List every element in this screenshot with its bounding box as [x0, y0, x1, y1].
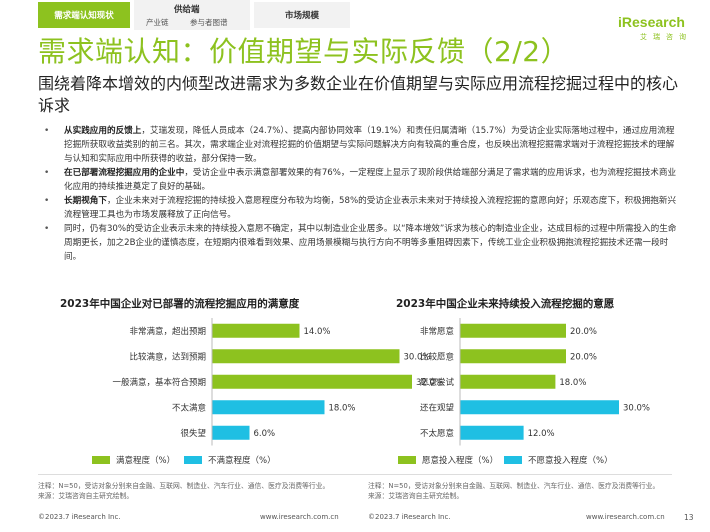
data-label: 32.0% — [416, 378, 443, 388]
bullet-item: • 在已部署流程挖掘应用的企业中，受访企业中表示满意部署效果的有76%，一定程度上… — [38, 166, 678, 194]
top-nav: 需求端认知现状 供给端 产业链 参与者图谱 市场规模 — [0, 0, 710, 30]
bar — [460, 425, 524, 440]
url-left[interactable]: www.iresearch.com.cn — [260, 513, 339, 521]
legend-label: 不满意程度（%） — [208, 455, 276, 466]
category-label: 比较满意，达到预期 — [129, 351, 206, 362]
legend-swatch — [184, 456, 202, 464]
chart-title: 2023年中国企业对已部署的流程挖掘应用的满意度 — [60, 298, 300, 310]
tab-participants[interactable]: 参与者图谱 — [190, 18, 228, 27]
bullet-dot-icon: • — [44, 196, 50, 206]
footnote-left-note: 注释：N=50，受访对象分别来自金融、互联网、制造业、汽车行业、通信、医疗及消费… — [38, 482, 330, 490]
category-label: 很失望 — [180, 428, 206, 439]
category-label: 比较愿意 — [420, 351, 454, 362]
category-label: 不太愿意 — [420, 428, 454, 439]
bullet-item: • 同时，仍有30%的受访企业表示未来的持续投入意愿不确定，其中以制造业企业居多。… — [38, 222, 678, 264]
category-label: 非常满意，超出预期 — [129, 326, 206, 337]
legend-label: 不愿意投入程度（%） — [528, 455, 613, 466]
bar — [212, 400, 325, 415]
bullet-text: ，艾瑞发现，降低人员成本（24.7%）、提高内部协同效率（19.1%）和责任归属… — [64, 126, 675, 164]
category-label: 还在观望 — [420, 402, 455, 413]
tab-group-supply[interactable]: 供给端 产业链 参与者图谱 — [134, 0, 250, 30]
copyright-left: ©2023.7 iResearch Inc. — [38, 513, 121, 521]
satisfaction-chart-svg: 非常满意，超出预期 14.0% 比较满意，达到预期 30.0% 一般满意，基本符合预期 3… — [92, 318, 443, 466]
bar — [212, 349, 400, 364]
data-label: 30.0% — [623, 403, 650, 413]
bullet-item: • 从实践应用的反馈上，艾瑞发现，降低人员成本（24.7%）、提高内部协同效率（1… — [38, 124, 678, 166]
logo-cn: 艾瑞咨询 — [640, 33, 692, 41]
data-label: 18.0% — [559, 378, 586, 388]
bullet-dot-icon: • — [44, 224, 50, 234]
bar — [460, 349, 566, 364]
bar — [460, 400, 619, 415]
logo-name: iResearch — [618, 14, 685, 30]
data-label: 20.0% — [570, 327, 597, 337]
footer-divider — [38, 474, 672, 475]
bullet-bold: 长期视角下 — [64, 196, 107, 206]
bar — [460, 374, 556, 389]
chart-title: 2023年中国企业未来持续投入流程挖掘的意愿 — [396, 298, 615, 310]
category-label: 一般满意，基本符合预期 — [112, 377, 206, 388]
category-label: 非常愿意 — [420, 326, 454, 337]
bar — [212, 374, 412, 389]
investment-willingness-chart: 2023年中国企业未来持续投入流程挖掘的意愿 非常愿意 20.0% 比较愿意 20.0… — [368, 296, 678, 476]
bullet-list: • 从实践应用的反馈上，艾瑞发现，降低人员成本（24.7%）、提高内部协同效率（1… — [38, 124, 678, 264]
bullet-text: ，企业未来对于流程挖掘的持续投入意愿程度分布较为均衡，58%的受访企业表示未来对… — [64, 196, 677, 220]
data-label: 12.0% — [528, 429, 555, 439]
tab-supply-label: 供给端 — [174, 5, 200, 15]
bar — [460, 323, 566, 338]
url-right[interactable]: www.iresearch.com.cn — [586, 513, 665, 521]
page-number: 13 — [684, 513, 694, 522]
bar — [212, 323, 300, 338]
category-label: 愿意尝试 — [420, 377, 455, 388]
bullet-dot-icon: • — [44, 168, 50, 178]
tab-market-size[interactable]: 市场规模 — [254, 2, 350, 28]
satisfaction-chart: 2023年中国企业对已部署的流程挖掘应用的满意度 非常满意，超出预期 14.0% 比… — [38, 296, 443, 476]
tab-industry-chain[interactable]: 产业链 — [146, 18, 169, 27]
investment-willingness-chart-svg: 非常愿意 20.0% 比较愿意 20.0% 愿意尝试 18.0% 还在观望 30.0% 不太愿意… — [398, 318, 650, 466]
legend-swatch — [398, 456, 416, 464]
footnote-left: 注释：N=50，受访对象分别来自金融、互联网、制造业、汽车行业、通信、医疗及消费… — [38, 481, 358, 501]
footnote-right-note: 注释：N=50，受访对象分别来自金融、互联网、制造业、汽车行业、通信、医疗及消费… — [368, 482, 660, 490]
data-label: 30.0% — [404, 352, 431, 362]
bullet-bold: 从实践应用的反馈上 — [64, 126, 142, 136]
footnote-right: 注释：N=50，受访对象分别来自金融、互联网、制造业、汽车行业、通信、医疗及消费… — [368, 481, 678, 501]
bullet-item: • 长期视角下，企业未来对于流程挖掘的持续投入意愿程度分布较为均衡，58%的受访企… — [38, 194, 678, 222]
data-label: 20.0% — [570, 352, 597, 362]
iresearch-logo: iResearch 艾瑞咨询 — [610, 14, 700, 44]
page-subtitle: 围绕着降本增效的内倾型改进需求为多数企业在价值期望与实际应用流程挖掘过程中的核心… — [38, 74, 679, 115]
footnote-left-source: 来源：艾瑞咨询自主研究绘制。 — [38, 492, 134, 500]
copyright-right: ©2023.7 iResearch Inc. — [368, 513, 451, 521]
legend-swatch — [92, 456, 110, 464]
bullet-bold: 在已部署流程挖掘应用的企业中 — [64, 168, 185, 178]
data-label: 6.0% — [254, 429, 276, 439]
footnote-right-source: 来源：艾瑞咨询自主研究绘制。 — [368, 492, 464, 500]
bullet-text: 同时，仍有30%的受访企业表示未来的持续投入意愿不确定，其中以制造业企业居多。以… — [64, 224, 677, 262]
bullet-text: ，受访企业中表示满意部署效果的有76%，一定程度上显示了现阶段供给端部分满足了需… — [64, 168, 677, 192]
data-label: 14.0% — [304, 327, 331, 337]
page-title: 需求端认知：价值期望与实际反馈（2/2） — [38, 35, 570, 68]
legend-label: 满意程度（%） — [116, 455, 175, 466]
category-label: 不太满意 — [172, 402, 206, 413]
legend-swatch — [504, 456, 522, 464]
bullet-dot-icon: • — [44, 126, 50, 136]
bar — [212, 425, 250, 440]
data-label: 18.0% — [329, 403, 356, 413]
tab-demand-side[interactable]: 需求端认知现状 — [38, 2, 130, 28]
legend-label: 愿意投入程度（%） — [422, 455, 498, 466]
